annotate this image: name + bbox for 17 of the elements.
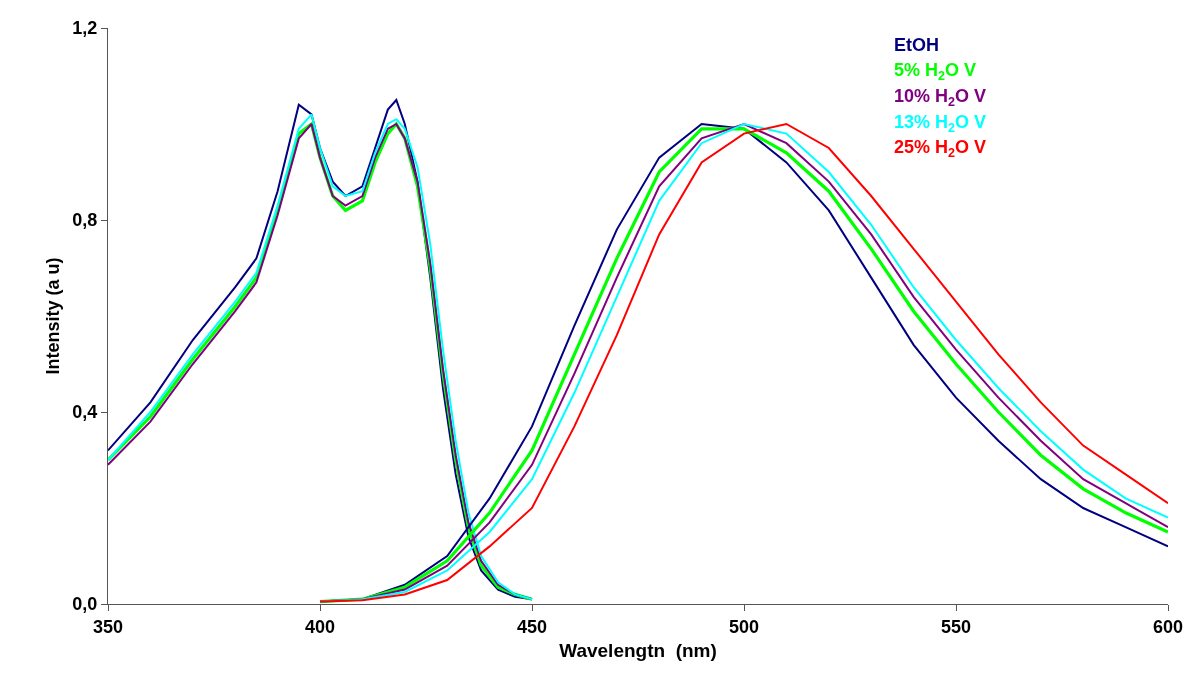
x-tick-label: 400 [304, 616, 336, 637]
y-tick-label: 0,8 [72, 210, 98, 231]
y-tick-label: 1,2 [72, 18, 98, 39]
y-axis-title: Intensity (a u) [42, 257, 63, 375]
y-tick-label: 0,4 [72, 402, 98, 423]
x-tick-label: 450 [516, 616, 548, 637]
x-tick-label: 500 [728, 616, 760, 637]
y-tick-label: 0,0 [72, 594, 98, 615]
text: 5% H$_{2}$O V [894, 60, 977, 83]
text: 13% H$_{2}$O V [894, 112, 987, 135]
x-tick-label: 550 [940, 616, 972, 637]
x-tick-label: 350 [92, 616, 124, 637]
text: EtOH [894, 35, 939, 55]
x-tick-label: 600 [1152, 616, 1184, 637]
text: 10% H$_{2}$O V [894, 86, 987, 109]
x-axis-title: Wavelengtn (nm) [559, 640, 717, 662]
text: 25% H$_{2}$O V [894, 137, 987, 160]
